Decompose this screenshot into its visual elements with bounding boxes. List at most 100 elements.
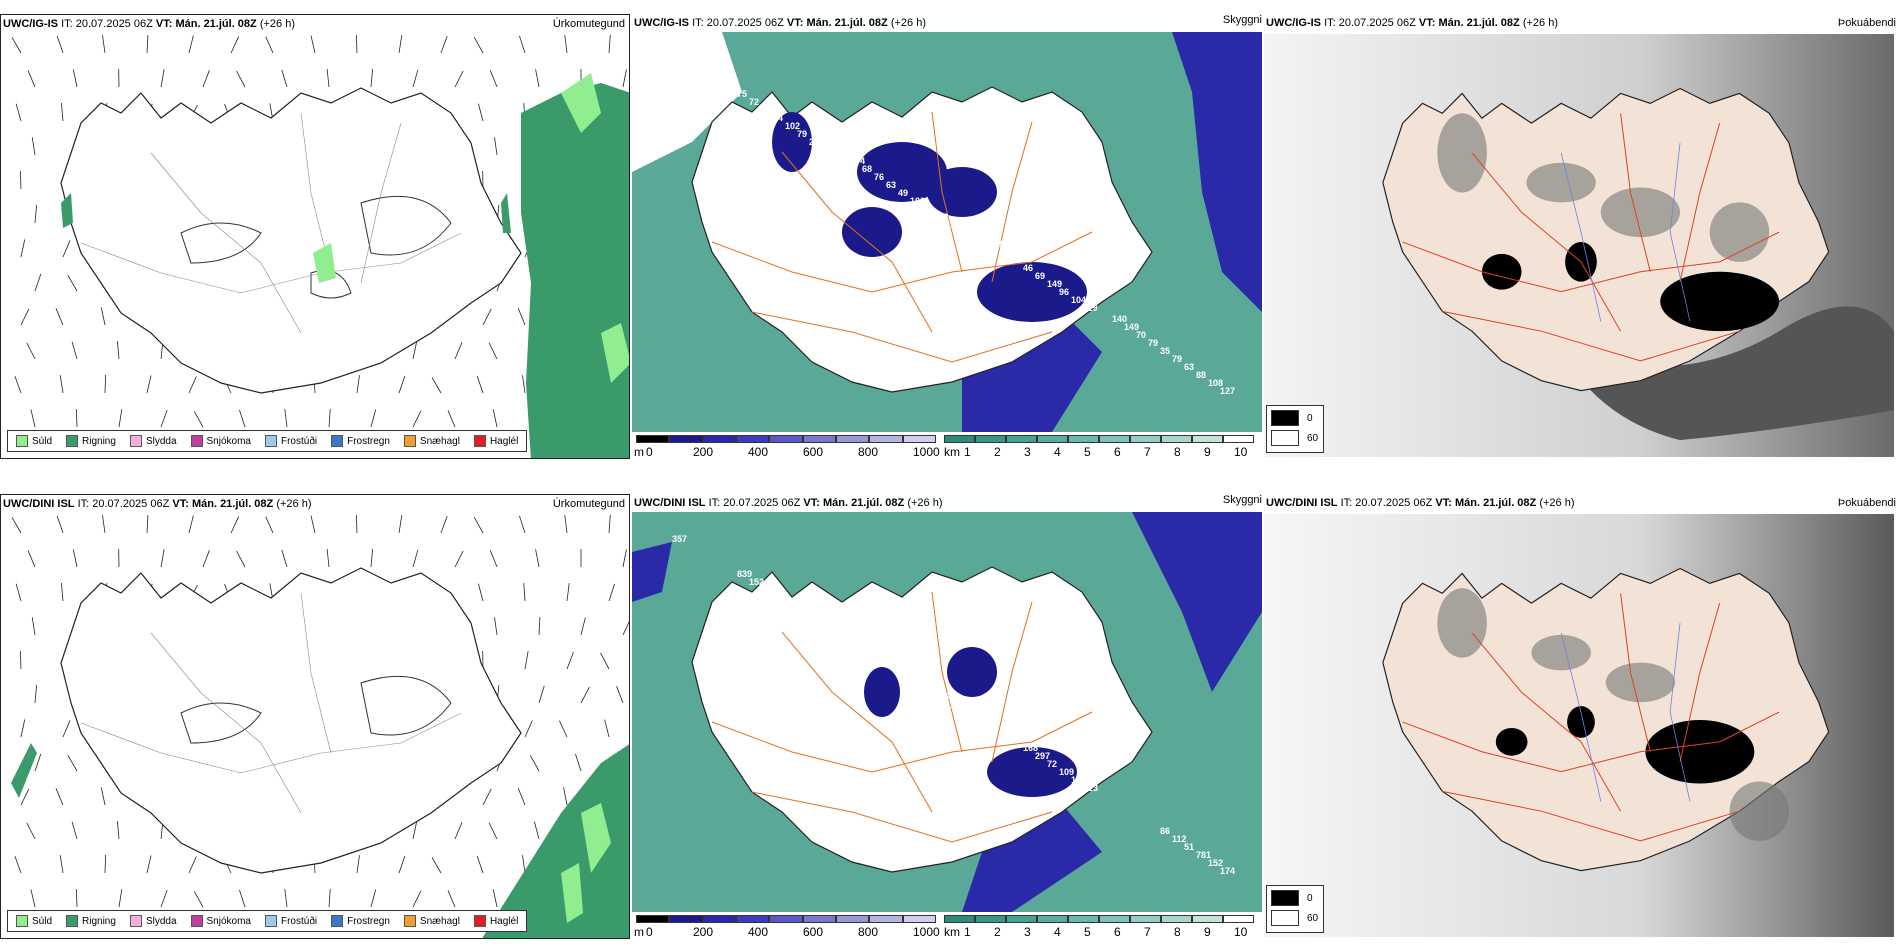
iceland-land — [1382, 567, 1830, 872]
cloud-base-label: 86 — [1160, 826, 1170, 836]
wind-barb — [529, 755, 540, 772]
colorbar-segment — [1037, 915, 1068, 923]
wind-barb — [398, 375, 406, 394]
colorbar-segment — [802, 435, 836, 443]
colorbar-tick: 8 — [1174, 925, 1181, 939]
legend-swatch — [66, 915, 79, 927]
colorbar-tick: 200 — [693, 445, 714, 459]
cloud-base-label: 123 — [1083, 783, 1098, 793]
cloud-base-label: 208 — [987, 239, 1002, 249]
cloud-base-label: 152 — [1208, 858, 1223, 868]
colorbar-segment — [736, 435, 770, 443]
legend-label: Frostregn — [347, 915, 390, 927]
cloud-base-label: 109 — [797, 609, 812, 619]
cloud-base-labels: 357 76 119 123 174 109 135 148 152 123 86 109 781 205… — [672, 534, 1235, 876]
wind-barb — [30, 409, 36, 428]
wind-barb — [622, 549, 627, 568]
panel-title: Skyggni — [1222, 14, 1262, 26]
wind-barb — [56, 35, 64, 54]
panel-title: Skyggni — [1222, 494, 1262, 506]
cloud-base-label: 135 — [934, 692, 949, 702]
wind-barb — [328, 889, 331, 908]
wind-barb — [281, 69, 288, 88]
cloud-base-label: 297 — [1035, 751, 1050, 761]
wind-barb — [104, 374, 107, 394]
low-cloud-sea — [1172, 32, 1262, 312]
legend-label: Snæhagl — [419, 435, 460, 447]
wind-barb — [608, 583, 615, 602]
cloud-base-label: 140 — [1112, 314, 1127, 324]
wind-barb — [622, 621, 629, 636]
drizzle-area — [561, 863, 583, 923]
wind-barb — [26, 822, 36, 840]
wind-barb — [160, 889, 168, 908]
wind-barb — [476, 855, 484, 874]
fog-legend-row: 60 — [1271, 430, 1319, 446]
wind-barb — [370, 889, 377, 908]
legend-item: Frostregn — [331, 435, 390, 447]
colorbar-tick: 10 — [1234, 445, 1248, 459]
wind-barb — [19, 170, 22, 190]
legend-label: Snjókoma — [206, 435, 251, 447]
colorbar-tick: 9 — [1204, 925, 1211, 939]
wind-barb — [575, 753, 582, 772]
wind-barb — [412, 69, 419, 88]
wind-barb — [355, 514, 358, 534]
wind-barb — [412, 341, 418, 360]
cloud-base-label: 127 — [886, 660, 901, 670]
legend-item: Snæhagl — [403, 435, 460, 447]
fog-legend-row: 60 — [1271, 910, 1319, 926]
rain-area — [501, 193, 511, 233]
wind-barb — [20, 788, 30, 806]
cloud-base-label: 49 — [898, 188, 908, 198]
colorbar-segment — [975, 915, 1006, 923]
wind-barb — [622, 69, 627, 88]
wind-barb — [489, 550, 498, 568]
wind-barb — [34, 685, 37, 704]
cloud-base-label: 72 — [749, 97, 759, 107]
legend-item: Snæhagl — [403, 915, 460, 927]
legend-swatch — [16, 435, 28, 447]
wind-barb — [56, 515, 64, 534]
legend-item: Frostúði — [264, 915, 317, 927]
road-network — [1402, 593, 1780, 842]
wind-barb — [398, 35, 403, 54]
wind-barb — [62, 240, 71, 258]
colorbar-segment — [902, 915, 936, 923]
glacier-outline — [180, 702, 262, 744]
colorbar-unit: m — [634, 925, 644, 939]
colorbar-tick: 800 — [858, 445, 879, 459]
colorbar-segment — [944, 915, 975, 923]
colorbar-segment — [1099, 915, 1130, 923]
precip-map — [11, 514, 629, 938]
colorbar-unit: km — [944, 445, 960, 459]
wind-barb — [146, 375, 152, 394]
wind-barb — [517, 788, 526, 806]
wind-barb — [11, 37, 22, 54]
fog-legend-swatch — [1271, 910, 1299, 926]
cloud-base-label: 149 — [1124, 322, 1139, 332]
wind-barb — [26, 342, 36, 360]
fog-legend-label: 0 — [1307, 412, 1313, 424]
wind-barb — [188, 515, 194, 534]
legend-swatch — [129, 435, 142, 447]
cloud-base-label: 127 — [1220, 386, 1235, 396]
legend-label: Snjókoma — [206, 915, 251, 927]
legend-label: Súld — [32, 915, 53, 927]
wind-barb — [356, 855, 360, 874]
wind-barb — [31, 137, 36, 156]
cloud-base-label: 79 — [1148, 338, 1158, 348]
wind-barb — [146, 515, 149, 534]
colorbar-tick: 1000 — [913, 445, 940, 459]
wind-barb — [59, 375, 64, 394]
legend-label: Rigning — [82, 435, 116, 447]
wind-barb — [454, 342, 463, 360]
cloud-base-label: 839 — [737, 569, 752, 579]
panel-header: UWC/IG-IS IT: 20.07.2025 06Z VT: Mán. 21… — [632, 14, 1262, 32]
colorbar-tick: 5 — [1084, 925, 1091, 939]
panel-header: UWC/IG-IS IT: 20.07.2025 06Z VT: Mán. 21… — [1, 15, 629, 33]
wind-barb — [20, 239, 26, 258]
colorbar-segment — [702, 435, 736, 443]
cloud-base-label: 69 — [1035, 271, 1045, 281]
fog-legend-row: 0 — [1271, 890, 1319, 906]
